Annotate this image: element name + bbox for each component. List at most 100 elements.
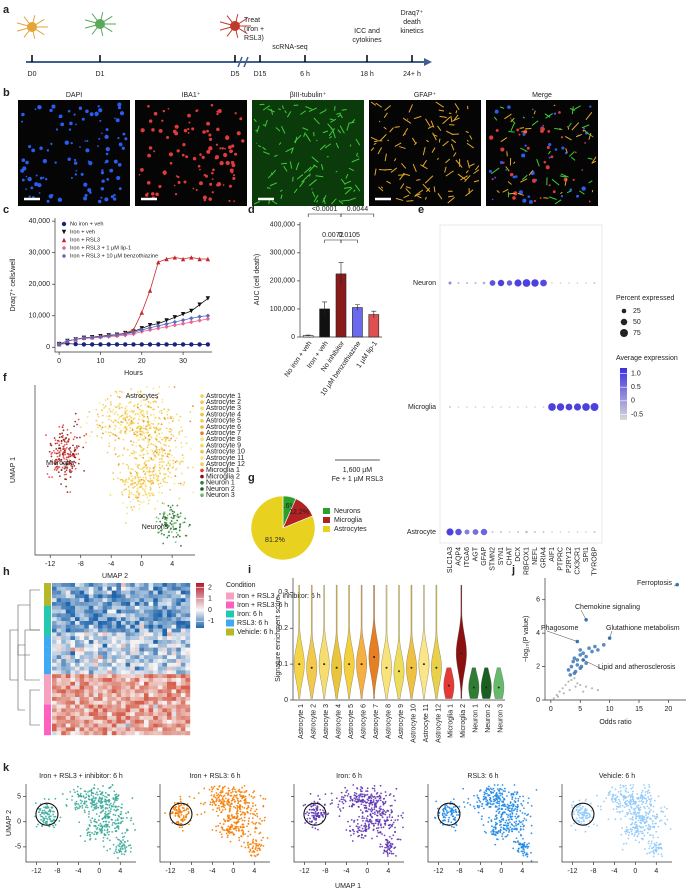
micrograph-texture [572,178,575,181]
heatmap-cell [148,685,154,690]
umap-point [353,791,356,794]
umap-point [120,813,123,815]
heatmap-cell [98,602,103,606]
umap-point [338,815,341,818]
heatmap-cell [107,700,112,705]
umap-point [247,811,249,814]
legend-label: No iron + veh [70,221,103,227]
umap-point [142,453,145,456]
heatmap-cell [56,659,62,663]
heatmap-cell [79,716,85,720]
umap-point [139,436,142,438]
colorbar-label: 2 [208,584,212,591]
umap-point [121,414,124,417]
micrograph-texture [187,113,191,118]
umap-point [112,843,115,846]
heatmap-cell [93,685,99,690]
umap-point [235,796,238,799]
umap-point [167,467,170,470]
heatmap-cell [121,583,126,587]
micrograph-texture [417,195,422,199]
micrograph-texture [124,137,128,141]
umap-point [356,787,359,790]
heatmap-cell [84,632,89,637]
umap-point [242,825,245,828]
micrograph-texture [305,133,311,142]
micrograph-texture [228,184,232,188]
heatmap-cell [111,708,117,713]
heatmap-cell [79,697,85,701]
heatmap-cell [56,636,62,641]
heatmap-cell [144,651,149,656]
umap-point [153,468,156,471]
heatmap-cell [56,647,62,652]
umap-point [221,797,224,800]
umap-point [309,817,311,820]
y-tick-label: 10,000 [29,313,51,320]
scatter-point [596,688,599,692]
condition-strip [44,712,51,717]
umap-point [217,824,220,827]
umap-point [93,799,96,802]
heatmap-cell [102,598,108,603]
heatmap-cell [148,716,154,720]
heatmap-cell [70,605,76,610]
heatmap-cell [167,689,172,694]
heatmap-cell [157,727,163,732]
heatmap-cell [56,727,62,732]
umap-point [349,799,352,802]
legend-label: Microglia 2 [206,473,240,480]
umap-point [72,438,75,441]
umap-point [189,420,192,423]
umap-point [68,449,71,452]
x-tick-label: Astrocyte 2 [311,704,318,739]
micrograph-texture [377,147,383,155]
umap-point [80,426,82,429]
umap-point [243,791,246,794]
heatmap-cell [185,609,191,614]
dot [531,279,539,287]
umap-point [360,830,363,833]
umap-point [233,801,236,803]
heatmap-cell [185,666,191,671]
heatmap-cell [167,685,172,690]
micrograph-texture [568,122,572,127]
umap-point [358,794,360,797]
umap-point [192,405,194,407]
umap-point [119,471,122,474]
heatmap-cell [180,704,186,709]
micrograph-texture [256,125,260,133]
scatter-point [576,682,579,685]
condition-strip [44,636,51,641]
umap-point [179,795,182,798]
panel-label: j [511,564,515,576]
umap-point [129,850,132,853]
heatmap-cell [65,609,71,614]
heatmap-cell [65,693,71,698]
legend-label: Neuron 2 [206,486,235,493]
umap-point [236,826,239,828]
heatmap-cell [88,659,94,663]
umap-point [233,788,236,791]
legend-label: 75 [633,330,641,337]
micrograph-texture [330,198,337,205]
micrograph-texture [584,141,587,144]
umap-point [63,440,66,443]
legend-label: Vehicle: 6 h [237,629,273,636]
umap-point [62,424,65,427]
heatmap-cell [139,624,145,629]
heatmap-cell [116,731,122,736]
umap-point [88,813,90,815]
umap-point [230,813,233,816]
micrograph-texture [347,197,356,202]
umap-point [124,851,127,853]
heatmap-cell [107,655,112,660]
umap-point [143,399,145,401]
heatmap-cell [98,704,103,709]
micrograph-texture [113,159,118,164]
heatmap-cell [111,674,117,679]
heatmap-cell [134,659,140,663]
condition-strip [44,659,51,663]
umap-point [101,831,103,834]
gene-label: P2RY12 [566,547,573,573]
